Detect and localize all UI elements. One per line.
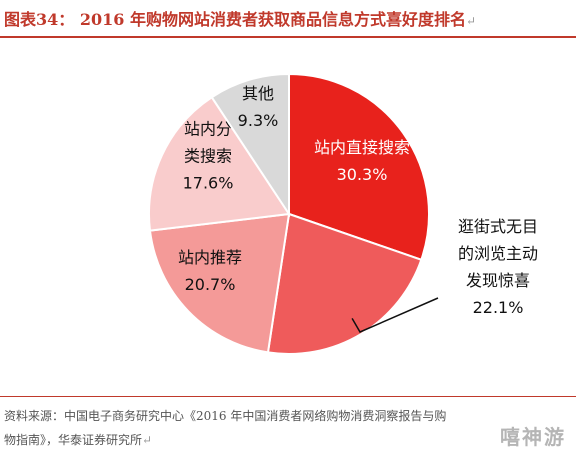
- slice-name-label-4: 其他: [242, 84, 274, 103]
- slice-label-2: 站内推荐 20.7%: [178, 248, 242, 294]
- footer-rule: [0, 396, 576, 397]
- pie-slice-3: [148, 95, 291, 232]
- pie-slice-1: [266, 212, 423, 355]
- slice-value-label-3: 17.6%: [183, 174, 234, 193]
- pie-slice-4: [210, 72, 290, 218]
- slice-label-0: 站内直接搜索 30.3%: [314, 138, 410, 184]
- slice-value-label-2: 20.7%: [185, 275, 236, 294]
- figure-header: 图表34： 2016 年购物网站消费者获取商品信息方式喜好度排名↵: [0, 0, 576, 38]
- watermark-logo: 嘻神游: [500, 425, 566, 449]
- slice-value-label-0: 30.3%: [337, 165, 388, 184]
- slice-name-label-3: 类搜索: [184, 147, 232, 166]
- source-return-mark: ↵: [142, 433, 153, 447]
- pie-slice-2: [148, 212, 291, 354]
- pie-chart: 站内直接搜索30.3%逛街式无目的浏览主动发现惊喜22.1%站内推荐20.7%站…: [148, 72, 538, 355]
- return-mark: ↵: [465, 14, 477, 28]
- slice-value-label-1: 22.1%: [473, 298, 524, 317]
- figure-title: 图表34： 2016 年购物网站消费者获取商品信息方式喜好度排名↵: [4, 6, 476, 30]
- pie-slice-0: [288, 72, 430, 262]
- header-rule: [0, 36, 576, 38]
- slice-name-label-3: 站内分: [184, 120, 232, 139]
- slice-label-4: 其他 9.3%: [238, 84, 279, 130]
- slice-name-label-1: 逛街式无目: [458, 217, 538, 236]
- slice-value-label-4: 9.3%: [238, 111, 279, 130]
- source-note: 资料来源：中国电子商务研究中心《2016 年中国消费者网络购物消费洞察报告与购 …: [4, 404, 564, 452]
- slice-name-label-0: 站内直接搜索: [314, 138, 410, 157]
- source-line-2: 物指南》，华泰证券研究所: [4, 433, 143, 447]
- slice-name-label-1: 发现惊喜: [466, 271, 530, 290]
- figure-title-text: 图表34： 2016 年购物网站消费者获取商品信息方式喜好度排名: [4, 10, 466, 29]
- source-line-1: 资料来源：中国电子商务研究中心《2016 年中国消费者网络购物消费洞察报告与购: [4, 409, 447, 423]
- slice-name-label-2: 站内推荐: [178, 248, 242, 267]
- slice-name-label-1: 的浏览主动: [458, 244, 538, 263]
- leader-line-1: [351, 297, 439, 333]
